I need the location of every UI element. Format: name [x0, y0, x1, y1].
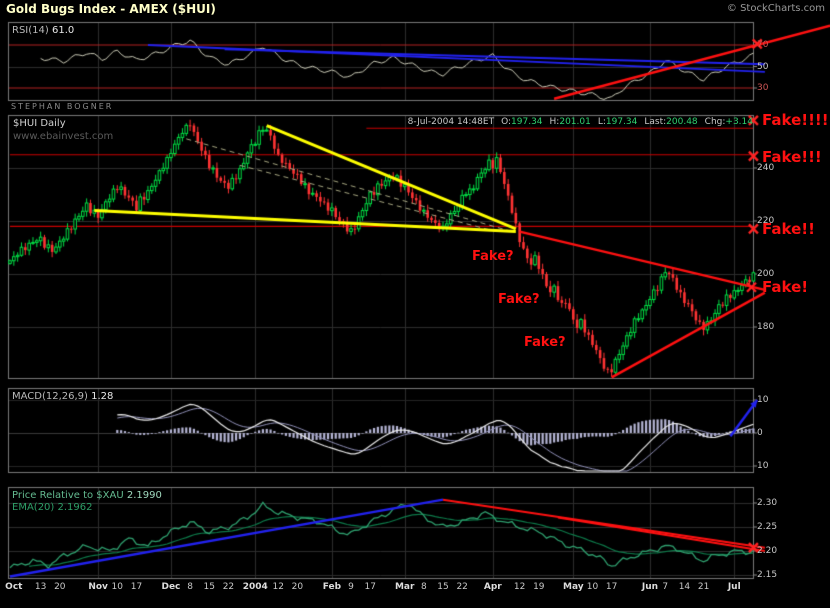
x-axis-tick: 9: [348, 582, 354, 592]
x-axis-tick: Apr: [483, 582, 502, 592]
chart-title: Gold Bugs Index - AMEX ($HUI): [6, 2, 216, 16]
ohlc-field-label: Chg:: [704, 117, 726, 127]
x-axis-tick: Nov: [88, 582, 108, 592]
fake-annotation-label: Fake!!!!: [762, 111, 829, 129]
y-axis-tick: 50: [757, 61, 769, 72]
x-axis-tick: 19: [533, 582, 545, 592]
x-axis-tick: 8: [420, 582, 427, 592]
quote-info-line: 8-Jul-2004 14:48ET O:197.34 H:201.01 L:197…: [408, 117, 753, 127]
x-axis-tick: 8: [187, 582, 193, 592]
y-axis-tick: 240: [757, 163, 775, 173]
macd-indicator-label: MACD(12,26,9) 1.28: [12, 391, 113, 402]
stockcharts-copyright: © StockCharts.com: [726, 3, 825, 14]
y-axis-tick: 200: [757, 269, 775, 279]
y-axis-tick: 2.30: [757, 498, 778, 508]
symbol-period-label: $HUI Daily: [13, 118, 66, 129]
quote-date: 8-Jul-2004 14:48ET: [407, 117, 495, 127]
x-axis-tick: 15: [203, 582, 215, 592]
x-axis-tick: 7: [662, 582, 669, 592]
y-axis-tick: 220: [757, 216, 775, 226]
author-name: STEPHAN BOGNER: [11, 102, 114, 111]
rsi-indicator-label: RSI(14) 61.0: [12, 25, 74, 36]
ohlc-field-label: Last:: [644, 117, 667, 127]
ohlc-field-value: +3.14: [725, 117, 753, 127]
x-axis-tick: 13: [34, 582, 47, 592]
y-axis-tick: 2.20: [757, 546, 778, 556]
ema-value: 2.1962: [57, 502, 93, 513]
price-relative-label-text: Price Relative to $XAU: [12, 490, 124, 501]
price-relative-value: 2.1990: [126, 490, 162, 501]
macd-label-text: MACD(12,26,9): [12, 391, 88, 402]
fake-annotation-label: Fake?: [472, 249, 514, 264]
ohlc-field-label: O:: [501, 117, 512, 127]
ohlc-field-value: 201.01: [559, 117, 591, 127]
x-axis-tick: 10: [586, 582, 599, 592]
ohlc-field-value: 200.48: [666, 117, 698, 127]
fake-annotation-label: Fake!!!: [762, 148, 822, 166]
ohlc-field: Last:200.48: [644, 117, 697, 127]
quote-ohlc-fields: O:197.34 H:201.01 L:197.34 Last:200.48 Chg:+…: [501, 117, 753, 127]
y-axis-tick: 30: [757, 83, 769, 93]
macd-value: 1.28: [91, 391, 114, 402]
x-axis-tick: Oct: [5, 582, 23, 592]
ohlc-field: Chg:+3.14: [705, 117, 753, 127]
rsi-label-text: RSI(14): [12, 25, 49, 36]
x-axis-tick: Jul: [727, 582, 741, 592]
fake-annotation-label: Fake?: [524, 335, 566, 350]
x-axis-tick: 22: [456, 582, 468, 592]
x-axis-tick: Jun: [641, 582, 659, 592]
y-axis-tick: 180: [757, 322, 775, 332]
x-axis-tick: 17: [130, 582, 143, 592]
fake-annotation-label: Fake!: [762, 278, 809, 296]
x-axis-tick: 17: [605, 582, 618, 592]
ema-label: EMA(20) 2.1962: [12, 502, 93, 513]
x-axis-tick: 21: [697, 582, 710, 592]
ema-label-text: EMA(20): [12, 502, 55, 513]
x-axis-tick: 22: [222, 582, 235, 592]
y-axis-tick: 0: [757, 428, 763, 438]
x-axis-tick: Feb: [322, 582, 342, 592]
y-axis-tick: 2.25: [757, 522, 778, 532]
fake-annotation-label: Fake?: [498, 292, 540, 307]
x-axis-tick: 14: [678, 582, 691, 592]
x-axis-tick: 12: [272, 582, 284, 592]
x-axis-tick: 20: [54, 582, 66, 592]
y-axis-tick: 10: [757, 395, 769, 405]
x-axis-tick: 12: [513, 582, 526, 592]
x-axis-tick: May: [562, 582, 584, 592]
y-axis-tick: 2.15: [757, 570, 778, 580]
ohlc-field: L:197.34: [598, 117, 638, 127]
x-axis-tick: 20: [291, 582, 304, 592]
x-axis-tick: Mar: [394, 582, 415, 592]
ohlc-field-value: 197.34: [605, 117, 638, 127]
x-axis-tick: 17: [364, 582, 376, 592]
ohlc-field-label: L:: [597, 117, 606, 127]
y-axis-tick: 10: [757, 461, 769, 471]
price-relative-label: Price Relative to $XAU 2.1990: [12, 490, 162, 501]
fake-annotation-label: Fake!!: [762, 220, 815, 238]
x-axis-tick: Dec: [161, 582, 181, 592]
x-axis-tick: 15: [437, 582, 449, 592]
ohlc-field-label: H:: [549, 117, 560, 127]
y-axis-tick: 70: [757, 40, 769, 50]
website-watermark: www.ebainvest.com: [13, 131, 114, 142]
ohlc-field-value: 197.34: [511, 117, 543, 127]
x-axis-tick: 10: [111, 582, 124, 592]
ohlc-field: O:197.34: [501, 117, 542, 127]
ohlc-field: H:201.01: [550, 117, 591, 127]
x-axis-tick: 2004: [242, 582, 268, 592]
rsi-value: 61.0: [51, 25, 75, 36]
